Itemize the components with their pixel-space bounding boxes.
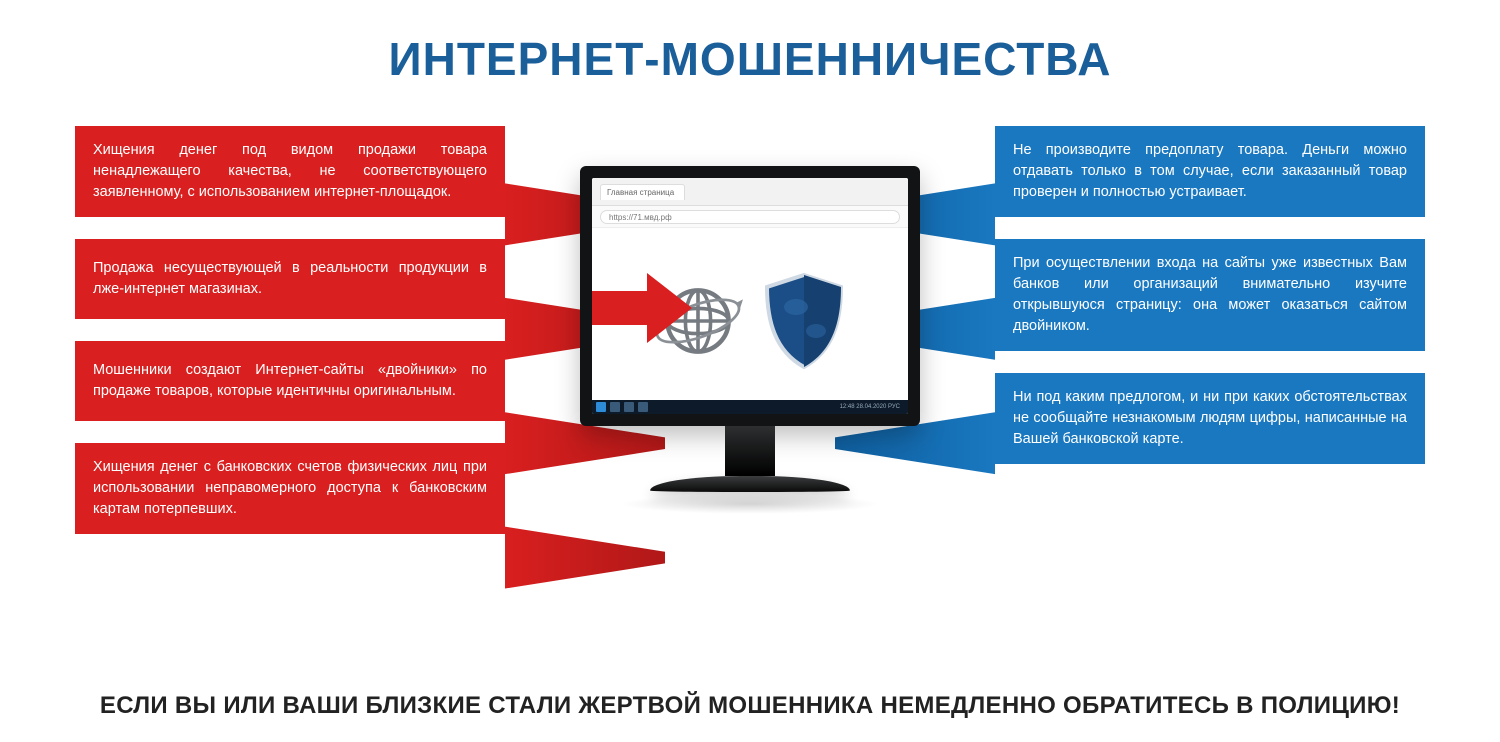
shield-icon — [761, 271, 847, 371]
browser-tab-bar: Главная страница — [592, 178, 908, 206]
taskbar-app-icon — [638, 402, 648, 412]
threat-box: Продажа несуществующей в реальности прод… — [75, 239, 505, 319]
start-icon — [596, 402, 606, 412]
monitor-shadow — [620, 494, 880, 514]
threats-column: Хищения денег под видом продажи товара н… — [75, 126, 505, 534]
threat-box: Мошенники создают Интернет-сайты «двойни… — [75, 341, 505, 421]
browser-tab: Главная страница — [600, 184, 685, 200]
ribbon-red — [505, 509, 665, 606]
main-area: Хищения денег под видом продажи товара н… — [0, 106, 1500, 666]
footer-warning: ЕСЛИ ВЫ ИЛИ ВАШИ БЛИЗКИЕ СТАЛИ ЖЕРТВОЙ М… — [0, 692, 1500, 720]
taskbar-app-icon — [624, 402, 634, 412]
monitor-stand-base — [650, 476, 850, 492]
arrow-icon — [592, 273, 692, 343]
advice-box: Не производите предоплату товара. Деньги… — [995, 126, 1425, 217]
screen: Главная страница https://71.мвд.рф — [592, 178, 908, 414]
advice-box: При осуществлении входа на сайты уже изв… — [995, 239, 1425, 351]
taskbar-app-icon — [610, 402, 620, 412]
monitor: Главная страница https://71.мвд.рф — [580, 166, 920, 514]
monitor-stand-neck — [725, 426, 775, 476]
taskbar-clock: 12:48 28.04.2020 РУС — [840, 404, 904, 410]
taskbar: 12:48 28.04.2020 РУС — [592, 400, 908, 414]
address-field: https://71.мвд.рф — [600, 210, 900, 224]
page-title: ИНТЕРНЕТ-МОШЕННИЧЕСТВА — [0, 0, 1500, 106]
threat-box: Хищения денег с банковских счетов физиче… — [75, 443, 505, 534]
threat-box: Хищения денег под видом продажи товара н… — [75, 126, 505, 217]
advice-column: Не производите предоплату товара. Деньги… — [995, 126, 1425, 464]
browser-address-bar: https://71.мвд.рф — [592, 206, 908, 228]
advice-box: Ни под каким предлогом, и ни при каких о… — [995, 373, 1425, 464]
